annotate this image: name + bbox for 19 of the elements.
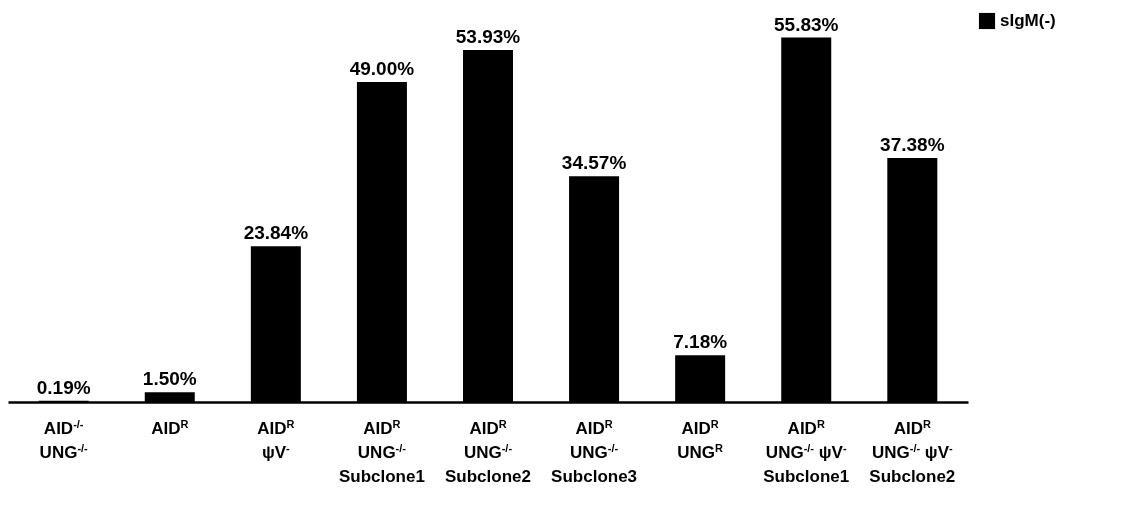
- data-label: 53.93%: [455, 25, 521, 47]
- x-tick-label: AID$^{-/-}$ UNG$^{-/-}$: [39, 417, 89, 462]
- category-label: AID$^{R}$ UNG$^{-/-}$ ψV$^{-}$ Subclone2: [869, 417, 956, 486]
- legend-label: sIgM(-): [1000, 11, 1056, 30]
- data-label: 23.84%: [243, 222, 309, 244]
- data-label: 7.18%: [673, 331, 728, 353]
- data-label: 37.38%: [880, 133, 945, 155]
- category-label: AID$^{R}$ UNG$^{-/-}$ ψV$^{-}$ Subclone1: [763, 417, 850, 486]
- data-label: 1.50%: [142, 368, 197, 390]
- data-label: 49.00%: [349, 58, 415, 80]
- x-tick-label: AID$^{R}$ ψV$^{-}$: [257, 417, 295, 462]
- x-tick-label: AID$^{R}$ UNG$^{-/-}$ Subclone2: [445, 417, 531, 486]
- x-tick-label: AID$^{R}$: [151, 417, 189, 438]
- data-label: 55.83%: [774, 13, 839, 35]
- x-tick-label: AID$^{R}$ UNG$^{R}$: [677, 417, 724, 462]
- data-label: 34.57%: [561, 152, 627, 174]
- data-label: 0.19%: [36, 376, 91, 398]
- x-tick-label: AID$^{R}$ UNG$^{-/-}$ Subclone1: [338, 417, 425, 486]
- x-tick-label: AID$^{R}$ UNG$^{-/-}$ Subclone3: [551, 417, 638, 486]
